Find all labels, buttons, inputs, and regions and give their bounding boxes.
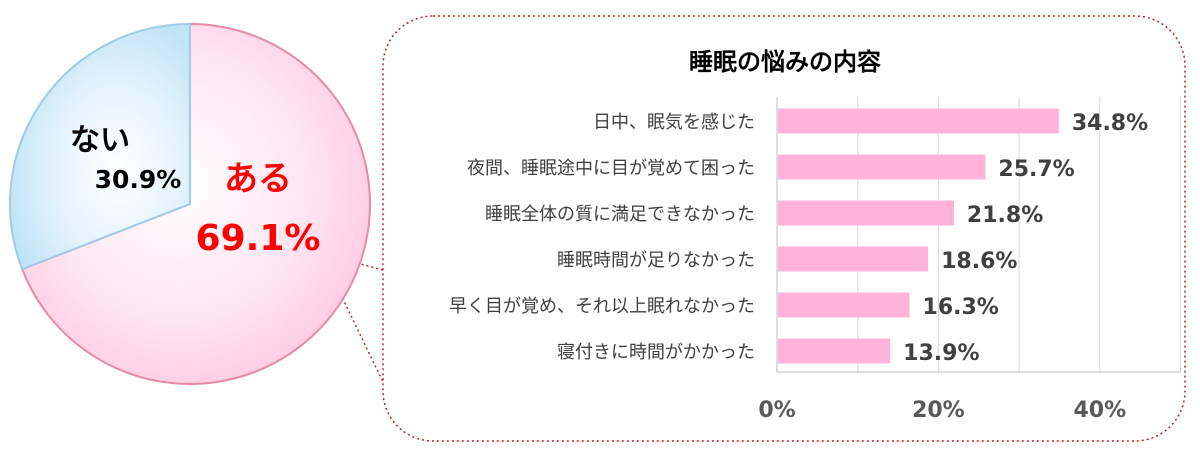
pie-slice-value-ari: 69.1% [196,218,321,259]
pie-slice-label-ari: ある [224,159,292,199]
pie-slice-label-nai: ない [70,123,130,158]
bar [778,246,929,272]
pie-chart [9,22,371,385]
data-label: 25.7% [998,157,1074,182]
category-label: 早く目が覚め、それ以上眠れなかった [449,296,755,317]
x-tick-label: 20% [912,398,965,423]
bar [778,154,986,180]
category-label: 睡眠全体の質に満足できなかった [485,204,755,225]
category-label: 夜間、睡眠途中に目が覚めて困った [467,158,755,179]
category-label: 睡眠時間が足りなかった [557,250,755,271]
x-tick-label: 40% [1073,398,1126,423]
bar [778,338,891,364]
category-label: 寝付きに時間がかかった [557,342,755,363]
callout-connector-lower [324,261,384,383]
data-label: 13.9% [903,341,979,366]
bar [778,108,1059,134]
category-label: 日中、眠気を感じた [593,112,755,133]
pie-slice [20,22,371,385]
data-label: 34.8% [1072,111,1148,136]
callout-box [382,15,1186,442]
bar [778,292,910,318]
data-label: 21.8% [967,203,1043,228]
pie-slice [9,22,191,271]
data-label: 18.6% [941,249,1017,274]
bar-chart: 日中、眠気を感じた 34.8% 夜間、睡眠途中に目が覚めて困った 25.7% 睡眠全体の… [449,97,1181,423]
bar [778,200,954,226]
data-label: 16.3% [923,295,999,320]
bar-chart-title: 睡眠の悩みの内容 [689,48,881,76]
pie-slice-value-nai: 30.9% [95,165,182,194]
x-tick-label: 0% [758,398,795,423]
